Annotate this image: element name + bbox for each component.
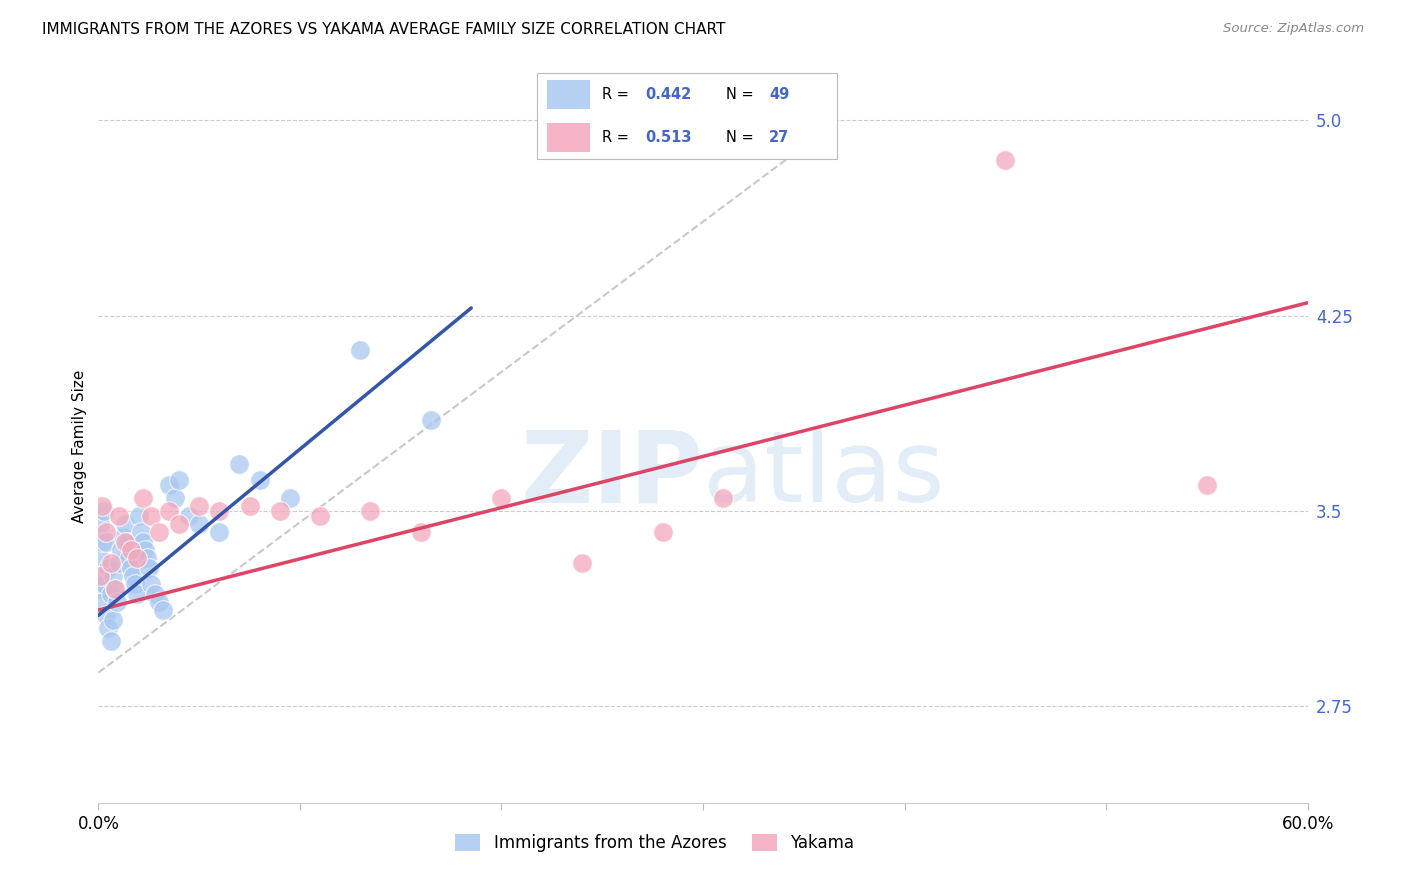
Point: [100, 634, 122, 648]
Text: R =: R =: [602, 130, 634, 145]
Point: [228, 457, 250, 471]
Point: [143, 587, 166, 601]
Point: [360, 504, 382, 518]
Text: N =: N =: [725, 87, 758, 102]
Point: [89, 517, 111, 532]
Point: [103, 582, 125, 597]
FancyBboxPatch shape: [547, 123, 591, 152]
Point: [114, 535, 136, 549]
Point: [157, 504, 180, 518]
Point: [134, 543, 156, 558]
Point: [89, 569, 111, 583]
Point: [101, 614, 124, 628]
Point: [101, 569, 124, 583]
Point: [105, 595, 128, 609]
Point: [111, 530, 134, 544]
Point: [107, 509, 129, 524]
Text: 0.513: 0.513: [645, 130, 692, 145]
Point: [89, 551, 111, 566]
Point: [139, 577, 162, 591]
Point: [96, 524, 118, 539]
Point: [571, 556, 593, 570]
Text: N =: N =: [725, 130, 758, 145]
Point: [115, 535, 138, 549]
Point: [269, 504, 291, 518]
Point: [125, 551, 148, 566]
Point: [100, 587, 122, 601]
Point: [152, 603, 174, 617]
Point: [148, 595, 170, 609]
Point: [208, 504, 231, 518]
Point: [121, 569, 143, 583]
Point: [124, 577, 146, 591]
Point: [120, 543, 142, 558]
Text: ZIP: ZIP: [520, 426, 703, 523]
Text: 27: 27: [769, 130, 790, 145]
Point: [139, 509, 162, 524]
Point: [167, 473, 190, 487]
Point: [91, 595, 114, 609]
Point: [188, 517, 211, 532]
Text: 0.442: 0.442: [645, 87, 692, 102]
Point: [97, 621, 120, 635]
Point: [97, 561, 120, 575]
Point: [138, 561, 160, 575]
Point: [91, 499, 114, 513]
Point: [93, 577, 115, 591]
Point: [167, 517, 190, 532]
Point: [278, 491, 301, 505]
Point: [96, 535, 118, 549]
Point: [91, 569, 114, 583]
Point: [239, 499, 262, 513]
Point: [132, 535, 155, 549]
Point: [118, 551, 141, 566]
Point: [711, 491, 734, 505]
FancyBboxPatch shape: [537, 73, 838, 159]
FancyBboxPatch shape: [547, 80, 591, 109]
Text: R =: R =: [602, 87, 634, 102]
Point: [114, 517, 136, 532]
Point: [125, 587, 148, 601]
Text: 49: 49: [769, 87, 790, 102]
Point: [249, 473, 271, 487]
Point: [89, 582, 111, 597]
Text: IMMIGRANTS FROM THE AZORES VS YAKAMA AVERAGE FAMILY SIZE CORRELATION CHART: IMMIGRANTS FROM THE AZORES VS YAKAMA AVE…: [42, 22, 725, 37]
Point: [93, 504, 115, 518]
Point: [110, 543, 132, 558]
Point: [157, 478, 180, 492]
Point: [309, 509, 332, 524]
Text: atlas: atlas: [703, 426, 945, 523]
Point: [129, 524, 152, 539]
Text: Source: ZipAtlas.com: Source: ZipAtlas.com: [1223, 22, 1364, 36]
Point: [120, 561, 142, 575]
Point: [188, 499, 211, 513]
Y-axis label: Average Family Size: Average Family Size: [72, 369, 87, 523]
Point: [420, 413, 443, 427]
Point: [135, 551, 157, 566]
Point: [1195, 478, 1218, 492]
Point: [163, 491, 186, 505]
Point: [349, 343, 371, 357]
Point: [91, 535, 114, 549]
Point: [128, 509, 150, 524]
Legend: Immigrants from the Azores, Yakama: Immigrants from the Azores, Yakama: [449, 827, 860, 859]
Point: [107, 556, 129, 570]
Point: [179, 509, 201, 524]
Point: [103, 582, 125, 597]
Point: [208, 524, 231, 539]
Point: [132, 491, 155, 505]
Point: [994, 153, 1017, 167]
Point: [491, 491, 513, 505]
Point: [96, 608, 118, 623]
Point: [100, 556, 122, 570]
Point: [409, 524, 432, 539]
Point: [651, 524, 673, 539]
Point: [148, 524, 170, 539]
